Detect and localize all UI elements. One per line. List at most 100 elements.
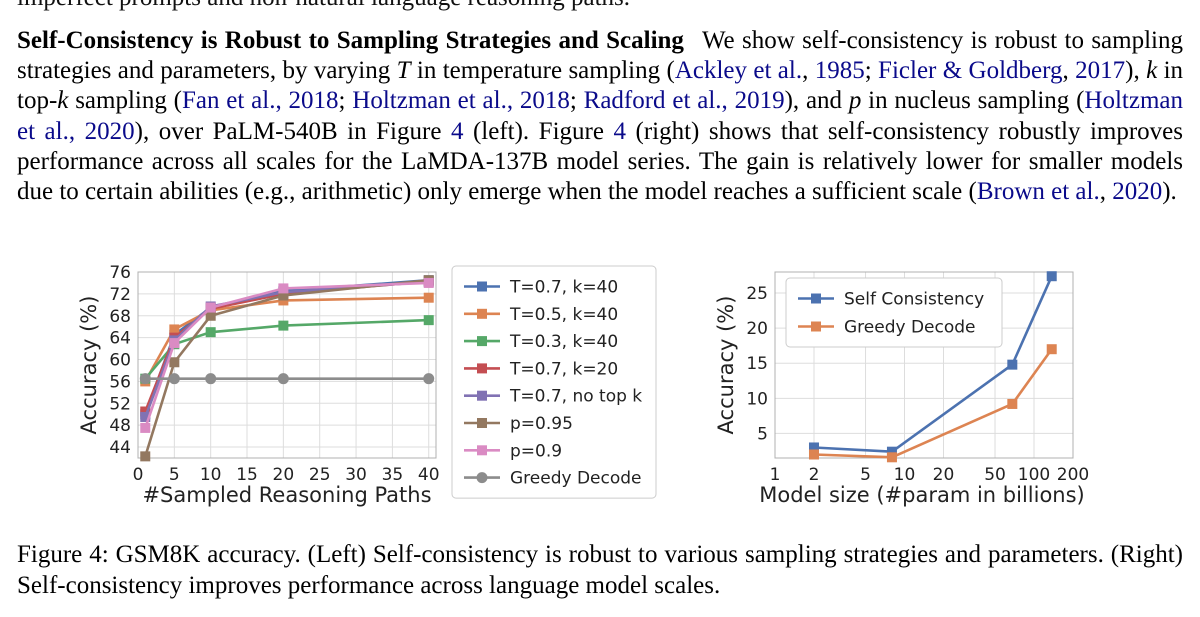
y-axis-label: Accuracy (%)	[714, 296, 738, 435]
x-tick-label: 20	[273, 465, 295, 485]
x-tick-label: 100	[1018, 465, 1050, 485]
citation-link[interactable]: Brown et al.	[976, 178, 1100, 206]
data-point	[140, 406, 151, 417]
x-tick-label: 5	[169, 465, 180, 485]
math-k: k	[57, 87, 69, 115]
legend-box	[785, 277, 1003, 348]
text-run: ;	[569, 87, 584, 115]
text-run: ).	[1162, 178, 1177, 206]
text-run: ;	[338, 87, 353, 115]
math-k: k	[1146, 57, 1158, 85]
citation-link[interactable]: Ackley et al.	[674, 57, 803, 85]
legend-marker	[477, 418, 487, 428]
x-tick-label: 10	[894, 465, 916, 485]
data-point	[140, 422, 151, 433]
data-point	[140, 451, 151, 462]
text-run: ,	[1062, 57, 1076, 85]
series-line	[813, 348, 1053, 459]
data-point	[423, 292, 434, 303]
y-tick-label: 64	[109, 329, 131, 349]
body-paragraph: Self-Consistency is Robust to Sampling S…	[17, 26, 1183, 207]
legend-label: T=0.7, k=40	[509, 278, 618, 298]
y-tick-label: 76	[109, 263, 131, 283]
text-run: We show self-consistency is robust to sa…	[17, 27, 1183, 85]
math-T: T	[396, 57, 411, 85]
previous-text-line: imperfect prompts and non-natural langua…	[17, 0, 630, 12]
data-point	[278, 320, 289, 331]
citation-link[interactable]: 1985	[814, 57, 865, 85]
data-point	[423, 277, 434, 288]
text-run: ;	[864, 57, 879, 85]
citation-link[interactable]: Fan et al., 2018	[182, 87, 339, 115]
y-tick-label: 68	[109, 307, 131, 327]
text-run: ), over PaLM-540B in Figure	[134, 117, 451, 145]
data-point	[169, 338, 180, 349]
data-point	[168, 373, 180, 385]
citation-link[interactable]: Holtzman et al., 2020	[17, 87, 1183, 145]
legend-label: p=0.9	[510, 441, 562, 461]
y-tick-label: 5	[757, 424, 768, 444]
y-tick-label: 52	[109, 394, 131, 414]
x-tick-label: 1	[770, 465, 781, 485]
legend-box	[451, 265, 657, 499]
x-tick-label: 35	[382, 465, 404, 485]
data-point	[205, 310, 216, 321]
data-point	[169, 357, 180, 368]
legend-label: Self Consistency	[844, 290, 984, 310]
legend-label: Greedy Decode	[844, 318, 976, 338]
legend-marker	[477, 363, 487, 374]
x-axis-label: Model size (#param in billions)	[759, 483, 1085, 507]
legend-label: T=0.7, no top k	[509, 387, 642, 407]
paragraph-heading: Self-Consistency is Robust to Sampling S…	[17, 27, 684, 54]
y-tick-label: 15	[746, 354, 768, 374]
text-run: ,	[802, 57, 815, 85]
citation-link[interactable]: Ficler & Goldberg	[878, 57, 1063, 85]
x-tick-label: 40	[418, 465, 440, 485]
data-point	[169, 324, 180, 335]
plot-frame	[774, 271, 1074, 459]
data-point	[1007, 359, 1018, 370]
citation-link[interactable]: Holtzman et al., 2018	[352, 87, 570, 115]
data-point	[205, 302, 216, 313]
x-tick-label: 25	[309, 465, 331, 485]
text-run: in nucleus sampling (	[861, 87, 1085, 115]
data-point	[205, 373, 217, 385]
citation-link[interactable]: 2020	[1112, 178, 1163, 206]
series-line	[813, 275, 1053, 454]
text-run: (left). Figure	[463, 117, 614, 145]
data-point	[808, 449, 819, 460]
data-point	[1046, 271, 1057, 282]
data-point	[1046, 344, 1057, 355]
x-tick-label: 20	[933, 465, 955, 485]
data-point	[278, 283, 289, 294]
data-point	[1007, 398, 1018, 409]
y-tick-label: 60	[109, 351, 131, 371]
plot-frame	[137, 271, 437, 459]
x-tick-label: 0	[133, 465, 144, 485]
figure-ref-link[interactable]: 4	[613, 117, 626, 145]
data-point	[140, 411, 151, 422]
y-tick-label: 44	[109, 438, 131, 458]
x-tick-label: 15	[236, 465, 258, 485]
citation-link[interactable]: Radford et al., 2019	[583, 87, 785, 115]
x-tick-label: 2	[809, 465, 820, 485]
text-run: ), and	[784, 87, 849, 115]
legend-label: T=0.3, k=40	[509, 332, 618, 352]
legend-label: Greedy Decode	[510, 469, 642, 489]
y-tick-label: 20	[746, 319, 768, 339]
legend-marker	[477, 445, 487, 456]
data-point	[423, 315, 434, 326]
text-run: ),	[1125, 57, 1147, 85]
figure-ref-link[interactable]: 4	[450, 117, 464, 145]
data-point	[205, 327, 216, 338]
y-axis-label: Accuracy (%)	[77, 296, 101, 435]
data-point	[277, 373, 289, 385]
legend-marker	[811, 321, 821, 332]
citation-link[interactable]: 2017	[1075, 57, 1126, 85]
y-tick-label: 10	[746, 389, 768, 409]
x-tick-label: 10	[200, 465, 222, 485]
figure-caption: Figure 4: GSM8K accuracy. (Left) Self-co…	[17, 541, 1183, 599]
legend-label: T=0.7, k=20	[509, 359, 618, 379]
math-p: p	[848, 87, 862, 115]
